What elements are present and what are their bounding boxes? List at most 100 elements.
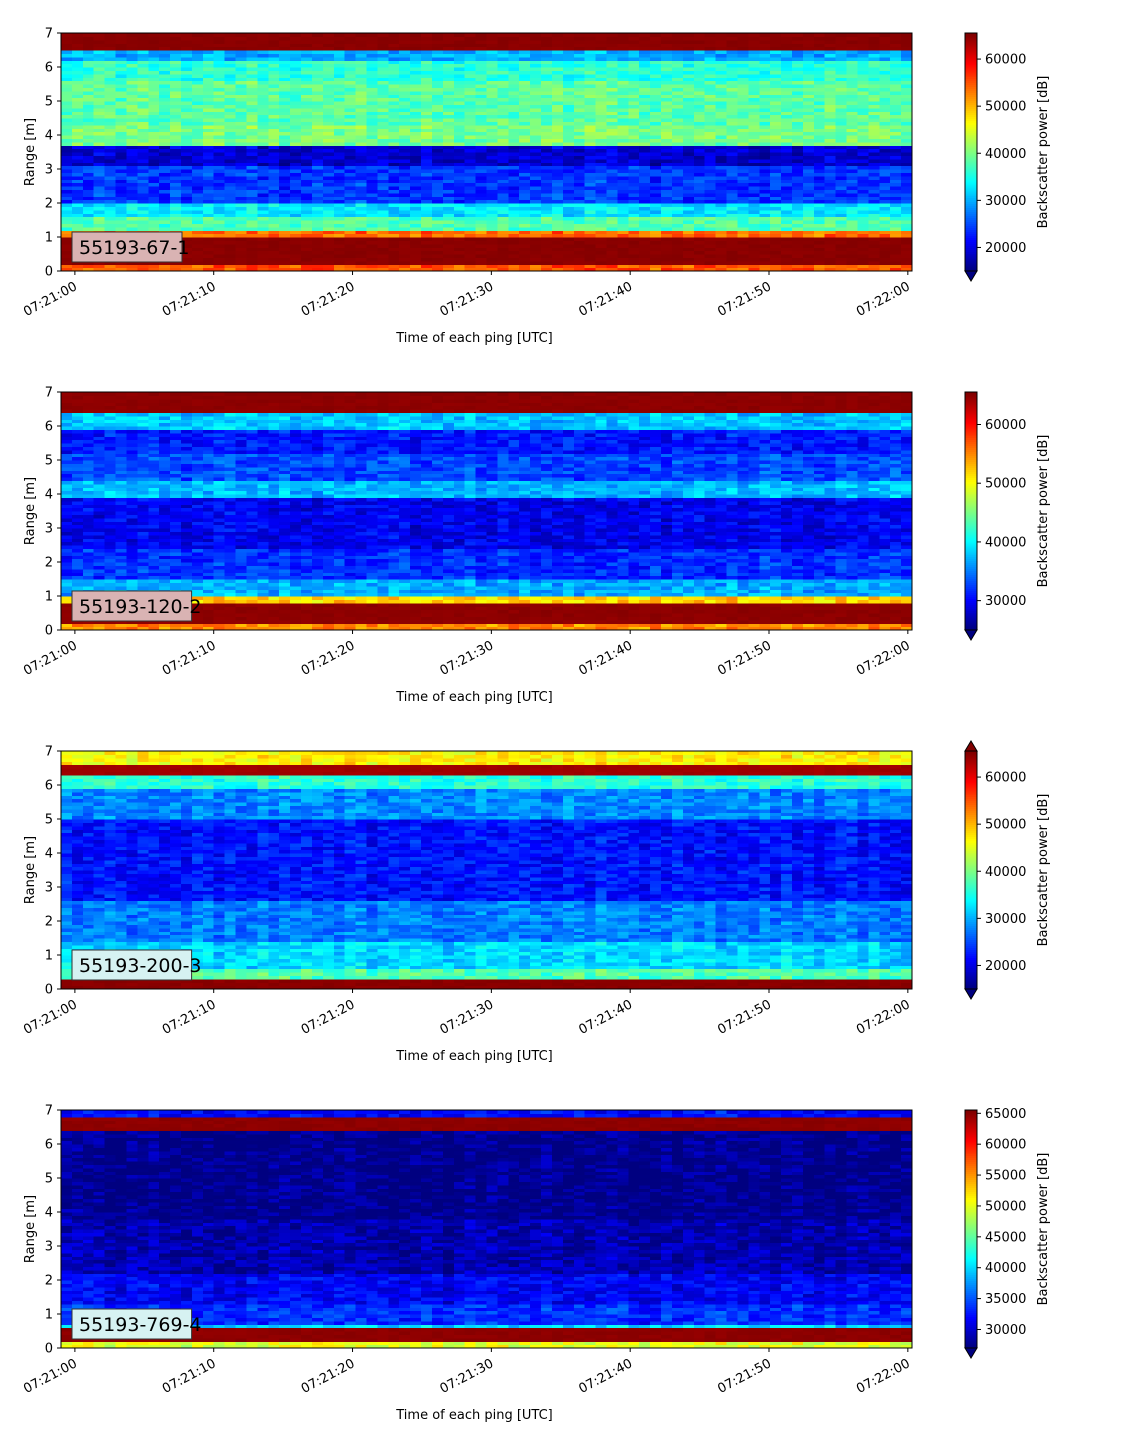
heatmap-cell — [628, 200, 640, 204]
heatmap-cell — [225, 149, 237, 153]
heatmap-cell — [366, 132, 378, 136]
heatmap-cell — [377, 149, 389, 153]
heatmap-cell — [639, 244, 651, 248]
heatmap-cell — [170, 264, 182, 268]
heatmap-cell — [323, 200, 335, 204]
heatmap-cell — [574, 193, 586, 197]
heatmap-cell — [72, 264, 84, 268]
heatmap-cell — [650, 244, 662, 248]
heatmap-cell — [214, 234, 226, 238]
heatmap-cell — [421, 264, 433, 268]
heatmap-cell — [694, 166, 706, 170]
heatmap-cell — [236, 200, 248, 204]
heatmap-cell — [301, 166, 313, 170]
heatmap-cell — [759, 234, 771, 238]
heatmap-cell — [323, 217, 335, 221]
heatmap-cell — [639, 183, 651, 187]
heatmap-cell — [465, 149, 477, 153]
heatmap-cell — [737, 234, 749, 238]
heatmap-cell — [83, 193, 95, 197]
heatmap-cell — [716, 166, 728, 170]
heatmap-cell — [192, 183, 204, 187]
heatmap-cell — [61, 166, 73, 170]
heatmap-cell — [465, 227, 477, 231]
heatmap-cell — [617, 264, 629, 268]
heatmap-cell — [672, 132, 684, 136]
heatmap-cell — [72, 176, 84, 180]
heatmap-cell — [716, 149, 728, 153]
heatmap-cell — [61, 251, 73, 255]
heatmap-cell — [377, 234, 389, 238]
heatmap-cell — [432, 217, 444, 221]
heatmap-cell — [705, 183, 717, 187]
heatmap-cell — [268, 183, 280, 187]
heatmap-cell — [432, 251, 444, 255]
heatmap-cell — [323, 227, 335, 231]
heatmap-cell — [356, 210, 368, 214]
heatmap-cell — [596, 264, 608, 268]
heatmap-cell — [203, 264, 215, 268]
heatmap-cell — [454, 132, 466, 136]
heatmap-cell — [497, 244, 509, 248]
heatmap-cell — [563, 234, 575, 238]
heatmap-cell — [345, 251, 357, 255]
heatmap-cell — [301, 142, 313, 146]
heatmap-cell — [443, 159, 455, 163]
heatmap-cell — [617, 159, 629, 163]
heatmap-cell — [727, 244, 739, 248]
heatmap-cell — [705, 210, 717, 214]
heatmap-cell — [421, 234, 433, 238]
heatmap-cell — [214, 210, 226, 214]
heatmap-cell — [476, 264, 488, 268]
heatmap-cell — [443, 234, 455, 238]
heatmap-cell — [541, 193, 553, 197]
heatmap-cell — [519, 264, 531, 268]
heatmap-cell — [312, 33, 324, 37]
heatmap-cell — [465, 132, 477, 136]
heatmap-cell — [356, 217, 368, 221]
heatmap-cell — [366, 159, 378, 163]
heatmap-cell — [683, 217, 695, 221]
heatmap-cell — [628, 166, 640, 170]
heatmap-cell — [257, 244, 269, 248]
heatmap-cell — [552, 193, 564, 197]
heatmap-cell — [94, 142, 106, 146]
heatmap-cell — [410, 142, 422, 146]
heatmap-cell — [268, 227, 280, 231]
heatmap-cell — [683, 200, 695, 204]
heatmap-cell — [552, 200, 564, 204]
heatmap-cell — [508, 142, 520, 146]
heatmap-cell — [159, 193, 171, 197]
heatmap-cell — [497, 176, 509, 180]
heatmap-cell — [72, 193, 84, 197]
heatmap-cell — [225, 227, 237, 231]
heatmap-cell — [192, 210, 204, 214]
heatmap-cell — [825, 217, 837, 221]
heatmap-cell — [748, 193, 760, 197]
heatmap-cell — [607, 200, 619, 204]
heatmap-cell — [781, 210, 793, 214]
heatmap-cell — [759, 183, 771, 187]
heatmap-cell — [323, 264, 335, 268]
heatmap-cell — [192, 251, 204, 255]
heatmap-cell — [443, 132, 455, 136]
heatmap-cell — [530, 251, 542, 255]
heatmap-cell — [781, 159, 793, 163]
heatmap-cell — [694, 33, 706, 37]
heatmap-cell — [181, 210, 193, 214]
heatmap-cell — [607, 183, 619, 187]
heatmap-cell — [356, 159, 368, 163]
heatmap-cell — [476, 200, 488, 204]
heatmap-cell — [814, 142, 826, 146]
heatmap-cell — [279, 132, 291, 136]
heatmap-cell — [126, 200, 138, 204]
heatmap-cell — [388, 264, 400, 268]
heatmap-cell — [137, 227, 149, 231]
heatmap-cell — [443, 244, 455, 248]
heatmap-cell — [607, 193, 619, 197]
heatmap-cell — [716, 33, 728, 37]
heatmap-cell — [279, 159, 291, 163]
heatmap-cell — [192, 244, 204, 248]
heatmap-cell — [508, 234, 520, 238]
heatmap-cell — [181, 183, 193, 187]
